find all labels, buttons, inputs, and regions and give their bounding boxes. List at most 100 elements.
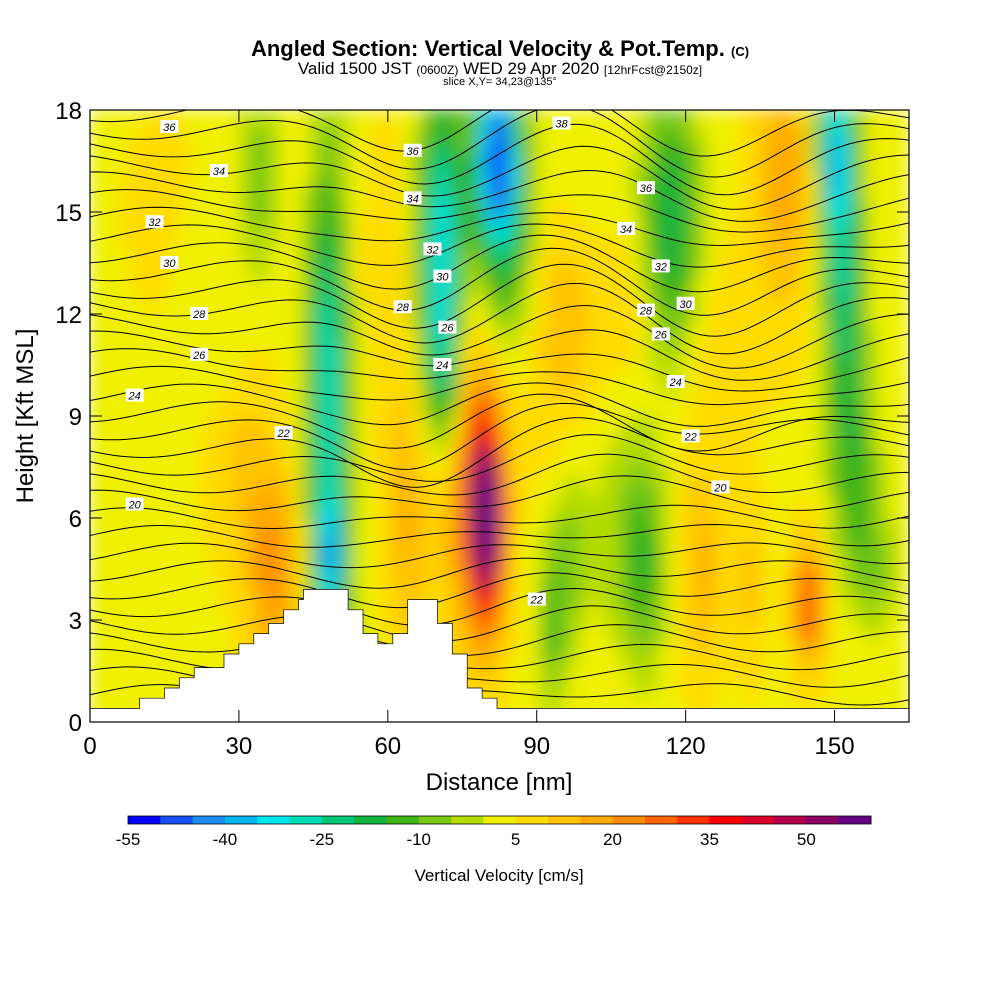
- field-cell: [239, 404, 251, 417]
- field-cell: [548, 392, 560, 406]
- field-cell: [568, 302, 580, 315]
- field-cell: [818, 177, 830, 190]
- svg-text:22: 22: [683, 431, 696, 443]
- field-cell: [578, 619, 590, 632]
- field-cell: [99, 279, 111, 292]
- field-cell: [189, 256, 201, 270]
- field-cell: [529, 392, 540, 406]
- field-cell: [628, 415, 640, 428]
- field-cell: [209, 585, 221, 598]
- field-cell: [758, 313, 770, 326]
- field-cell: [419, 370, 431, 383]
- field-cell: [638, 279, 650, 292]
- field-cell: [109, 415, 121, 428]
- field-cell: [638, 143, 650, 156]
- field-cell: [578, 290, 590, 304]
- field-cell: [369, 200, 381, 213]
- field-cell: [668, 188, 680, 202]
- field-cell: [359, 449, 371, 462]
- field-cell: [359, 110, 371, 122]
- field-cell: [898, 381, 909, 394]
- field-cell: [119, 336, 131, 349]
- field-cell: [688, 472, 700, 485]
- field-cell: [269, 608, 281, 621]
- field-cell: [409, 438, 421, 451]
- field-cell: [648, 630, 660, 644]
- field-cell: [229, 574, 241, 587]
- field-cell: [309, 177, 321, 190]
- field-cell: [748, 574, 760, 587]
- field-cell: [808, 302, 820, 315]
- field-cell: [119, 664, 131, 678]
- field-cell: [269, 596, 281, 610]
- field-cell: [139, 653, 151, 666]
- field-cell: [129, 200, 141, 213]
- field-cell: [838, 664, 850, 678]
- field-cell: [539, 517, 550, 530]
- field-cell: [159, 234, 171, 247]
- field-cell: [688, 642, 700, 655]
- field-cell: [209, 540, 221, 553]
- field-cell: [708, 585, 720, 598]
- field-cell: [898, 143, 909, 156]
- field-cell: [139, 517, 151, 530]
- field-cell: [808, 585, 820, 598]
- field-cell: [828, 313, 840, 326]
- field-cell: [139, 256, 151, 270]
- field-cell: [578, 313, 590, 326]
- field-cell: [139, 347, 151, 360]
- field-cell: [638, 653, 650, 666]
- field-cell: [738, 630, 750, 644]
- field-cell: [319, 460, 331, 474]
- field-cell: [469, 211, 480, 224]
- field-cell: [878, 619, 890, 632]
- field-cell: [329, 166, 341, 179]
- field-cell: [658, 143, 670, 156]
- field-cell: [189, 245, 201, 258]
- field-cell: [718, 664, 730, 678]
- field-cell: [289, 506, 301, 519]
- isentrope-label: 20: [711, 480, 730, 494]
- field-cell: [219, 608, 231, 621]
- field-cell: [149, 268, 161, 281]
- svg-text:30: 30: [680, 299, 693, 311]
- field-cell: [339, 540, 351, 553]
- field-cell: [129, 166, 141, 179]
- field-cell: [179, 120, 191, 134]
- field-cell: [558, 313, 570, 326]
- field-cell: [479, 415, 490, 428]
- field-cell: [818, 358, 830, 372]
- field-cell: [239, 574, 251, 587]
- field-cell: [299, 562, 311, 576]
- field-cell: [109, 551, 121, 564]
- field-cell: [439, 120, 451, 134]
- field-cell: [269, 449, 281, 462]
- field-cell: [129, 517, 141, 530]
- field-cell: [818, 347, 830, 360]
- field-cell: [688, 222, 700, 236]
- field-cell: [808, 472, 820, 485]
- field-cell: [598, 687, 610, 700]
- field-cell: [109, 166, 121, 179]
- field-cell: [658, 392, 670, 406]
- field-cell: [648, 653, 660, 666]
- field-cell: [229, 279, 241, 292]
- field-cell: [259, 551, 271, 564]
- field-cell: [459, 336, 470, 349]
- field-cell: [329, 336, 341, 349]
- field-cell: [858, 528, 870, 542]
- field-cell: [608, 517, 620, 530]
- field-cell: [648, 347, 660, 360]
- field-cell: [818, 426, 830, 440]
- field-cell: [379, 415, 391, 428]
- field-cell: [189, 200, 201, 213]
- field-cell: [678, 415, 690, 428]
- field-cell: [758, 574, 770, 587]
- field-cell: [119, 222, 131, 236]
- field-cell: [399, 120, 411, 134]
- field-cell: [439, 472, 451, 485]
- field-cell: [269, 517, 281, 530]
- field-cell: [219, 324, 231, 338]
- field-cell: [608, 687, 620, 700]
- field-cell: [578, 483, 590, 496]
